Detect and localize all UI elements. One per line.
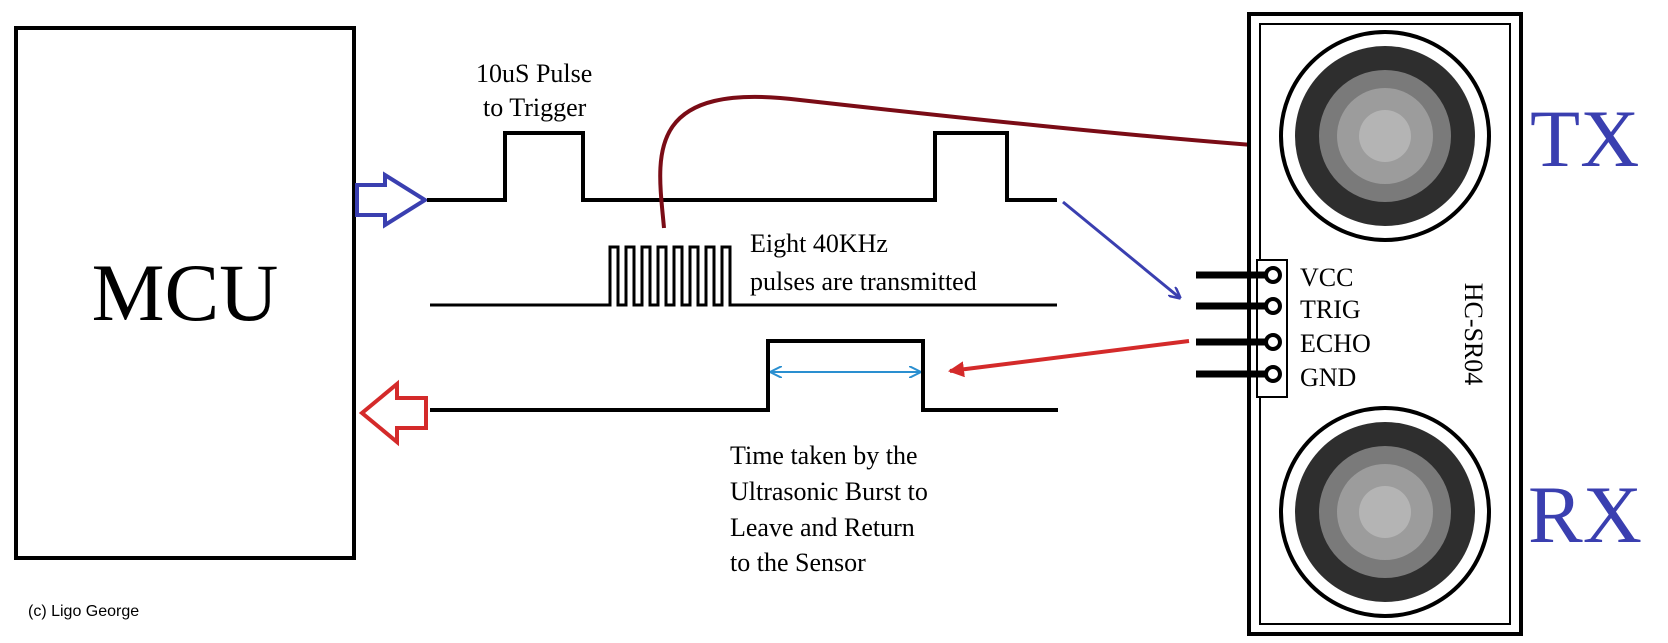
echo-note-line2: Ultrasonic Burst to (730, 477, 928, 506)
echo-note-line1: Time taken by the (730, 441, 918, 470)
sensor-name-label: HC-SR04 (1459, 283, 1488, 386)
pin-label-trig: TRIG (1300, 295, 1361, 324)
tx-transducer (1279, 30, 1491, 242)
trigger-note-line2: to Trigger (483, 93, 587, 122)
trigger-note-line1: 10uS Pulse (476, 59, 592, 88)
transmit-arrow (658, 94, 1267, 229)
trigger-input-arrow (355, 171, 429, 229)
pin-trig (1196, 297, 1282, 315)
burst-waveform (430, 245, 1057, 307)
pin-label-echo: ECHO (1300, 329, 1371, 358)
pin-gnd (1196, 365, 1282, 383)
burst-note-line1: Eight 40KHz (750, 229, 888, 258)
trigger-to-pin-arrow (1062, 200, 1180, 298)
echo-note-line3: Leave and Return (730, 513, 915, 542)
echo-note-line4: to the Sensor (730, 548, 866, 577)
hc-sr04-module: VCC TRIG ECHO GND HC-SR04 (1196, 12, 1523, 636)
rx-label: RX (1528, 469, 1642, 560)
echo-waveform (430, 339, 1058, 412)
echo-output-arrow (358, 379, 428, 447)
pin-label-gnd: GND (1300, 363, 1356, 392)
pin-vcc (1196, 266, 1282, 284)
mcu-label: MCU (92, 247, 279, 338)
tx-label: TX (1530, 93, 1639, 184)
burst-note-line2: pulses are transmitted (750, 267, 977, 296)
pin-label-vcc: VCC (1300, 263, 1353, 292)
trigger-waveform (427, 131, 1057, 202)
pin-echo (1196, 333, 1282, 351)
mcu-block (14, 26, 356, 560)
rx-transducer (1279, 406, 1491, 618)
echo-return-arrow (948, 339, 1190, 378)
credit-text: (c) Ligo George (28, 603, 139, 620)
